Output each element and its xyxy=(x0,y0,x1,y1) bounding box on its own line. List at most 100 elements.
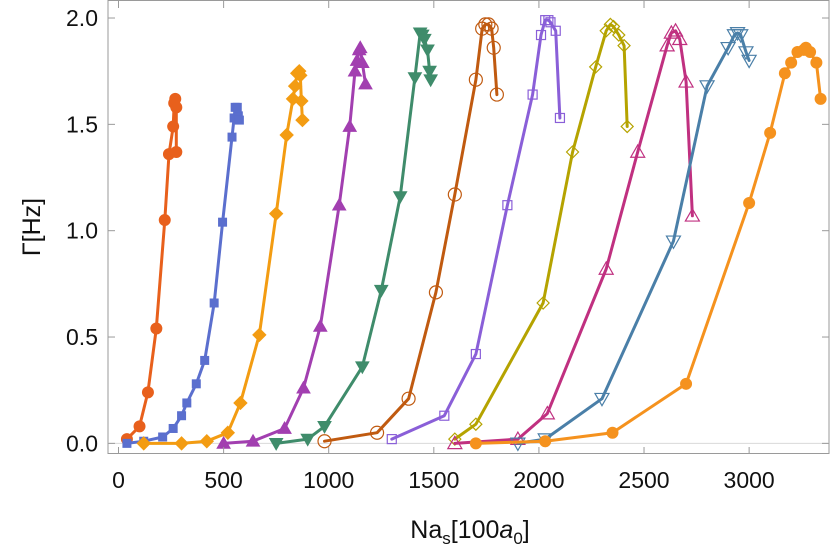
series-6 xyxy=(317,17,504,449)
data-point xyxy=(317,420,332,434)
data-point xyxy=(603,17,618,32)
data-point xyxy=(277,420,292,434)
data-point xyxy=(481,17,496,32)
data-point xyxy=(778,67,791,80)
data-point xyxy=(729,27,746,42)
data-point xyxy=(536,296,550,310)
data-point xyxy=(606,19,621,34)
data-point xyxy=(233,395,248,411)
series-7 xyxy=(386,15,566,445)
data-point xyxy=(588,60,603,74)
data-point xyxy=(373,284,389,298)
data-point xyxy=(268,437,284,451)
data-point xyxy=(486,40,501,55)
data-point xyxy=(663,24,680,39)
data-point xyxy=(234,115,244,125)
data-point xyxy=(170,101,183,114)
data-point xyxy=(684,207,701,222)
data-point xyxy=(295,112,310,128)
data-point xyxy=(252,327,267,343)
data-point xyxy=(293,68,308,83)
series-line xyxy=(453,29,694,445)
series-line xyxy=(474,46,823,445)
y-axis-title: Γ[Hz] xyxy=(18,198,46,256)
x-axis-title-italic: a xyxy=(499,516,513,544)
data-point xyxy=(469,437,482,450)
data-point xyxy=(447,187,462,202)
data-point xyxy=(671,31,688,46)
series-10 xyxy=(509,27,758,452)
x-tick-label: 1000 xyxy=(303,467,354,493)
data-point xyxy=(810,56,823,69)
data-point xyxy=(354,55,370,69)
data-point xyxy=(667,22,684,37)
data-point xyxy=(232,102,242,112)
x-axis-title-main: Na xyxy=(410,516,442,544)
data-point xyxy=(191,379,201,389)
data-point xyxy=(535,29,547,41)
y-tick-label: 0.0 xyxy=(66,430,98,456)
data-point xyxy=(401,391,416,406)
x-axis-title-sub2: 0 xyxy=(513,529,522,548)
series-layer xyxy=(120,15,827,452)
data-point xyxy=(489,87,504,102)
data-point xyxy=(141,386,154,399)
data-point xyxy=(199,434,215,449)
y-tick-label: 1.0 xyxy=(66,218,98,244)
x-tick-label: 2500 xyxy=(618,467,669,493)
data-point xyxy=(543,15,554,26)
x-axis-title-close: ] xyxy=(523,516,530,544)
data-point xyxy=(122,438,132,448)
data-point xyxy=(611,28,626,42)
series-5 xyxy=(268,27,439,451)
data-point xyxy=(416,33,432,47)
series-line xyxy=(516,31,751,445)
y-tick-label: 1.5 xyxy=(66,111,98,137)
data-point xyxy=(699,80,716,95)
data-point xyxy=(268,206,284,221)
data-point xyxy=(470,348,481,360)
data-point xyxy=(620,119,635,134)
data-point xyxy=(369,425,385,440)
data-point xyxy=(167,120,180,133)
data-point xyxy=(279,127,294,143)
data-point xyxy=(133,420,146,433)
x-tick-label: 0 xyxy=(112,467,125,493)
data-point xyxy=(554,112,566,124)
data-point xyxy=(227,132,237,142)
series-8 xyxy=(447,17,635,446)
series-4 xyxy=(216,40,373,449)
data-point xyxy=(209,298,219,308)
data-point xyxy=(447,432,462,446)
y-tick-label: 0.5 xyxy=(66,324,98,350)
data-point xyxy=(764,126,777,139)
data-point xyxy=(468,72,483,87)
data-point xyxy=(287,78,303,94)
data-point xyxy=(136,436,151,451)
data-point xyxy=(358,76,373,90)
data-point xyxy=(545,17,556,28)
data-point xyxy=(296,380,311,394)
data-point xyxy=(606,426,619,439)
data-point xyxy=(158,432,168,442)
x-axis-ticks: 0 500 1000 1500 2000 2500 3000 xyxy=(112,1,775,493)
x-tick-label: 2000 xyxy=(513,467,564,493)
data-point xyxy=(446,435,463,450)
y-axis-ticks: 0.0 0.5 1.0 1.5 2.0 xyxy=(66,5,829,456)
data-point xyxy=(168,423,178,433)
series-3 xyxy=(136,63,310,451)
data-point xyxy=(804,46,817,59)
data-point xyxy=(527,89,538,100)
data-point xyxy=(352,40,368,54)
data-point xyxy=(720,41,737,56)
series-11 xyxy=(469,41,827,450)
data-point xyxy=(174,436,189,451)
data-point xyxy=(392,191,408,205)
data-point xyxy=(158,214,171,227)
data-point xyxy=(317,434,332,449)
x-tick-label: 3000 xyxy=(724,467,775,493)
series-9 xyxy=(446,22,701,450)
data-point xyxy=(386,434,397,445)
